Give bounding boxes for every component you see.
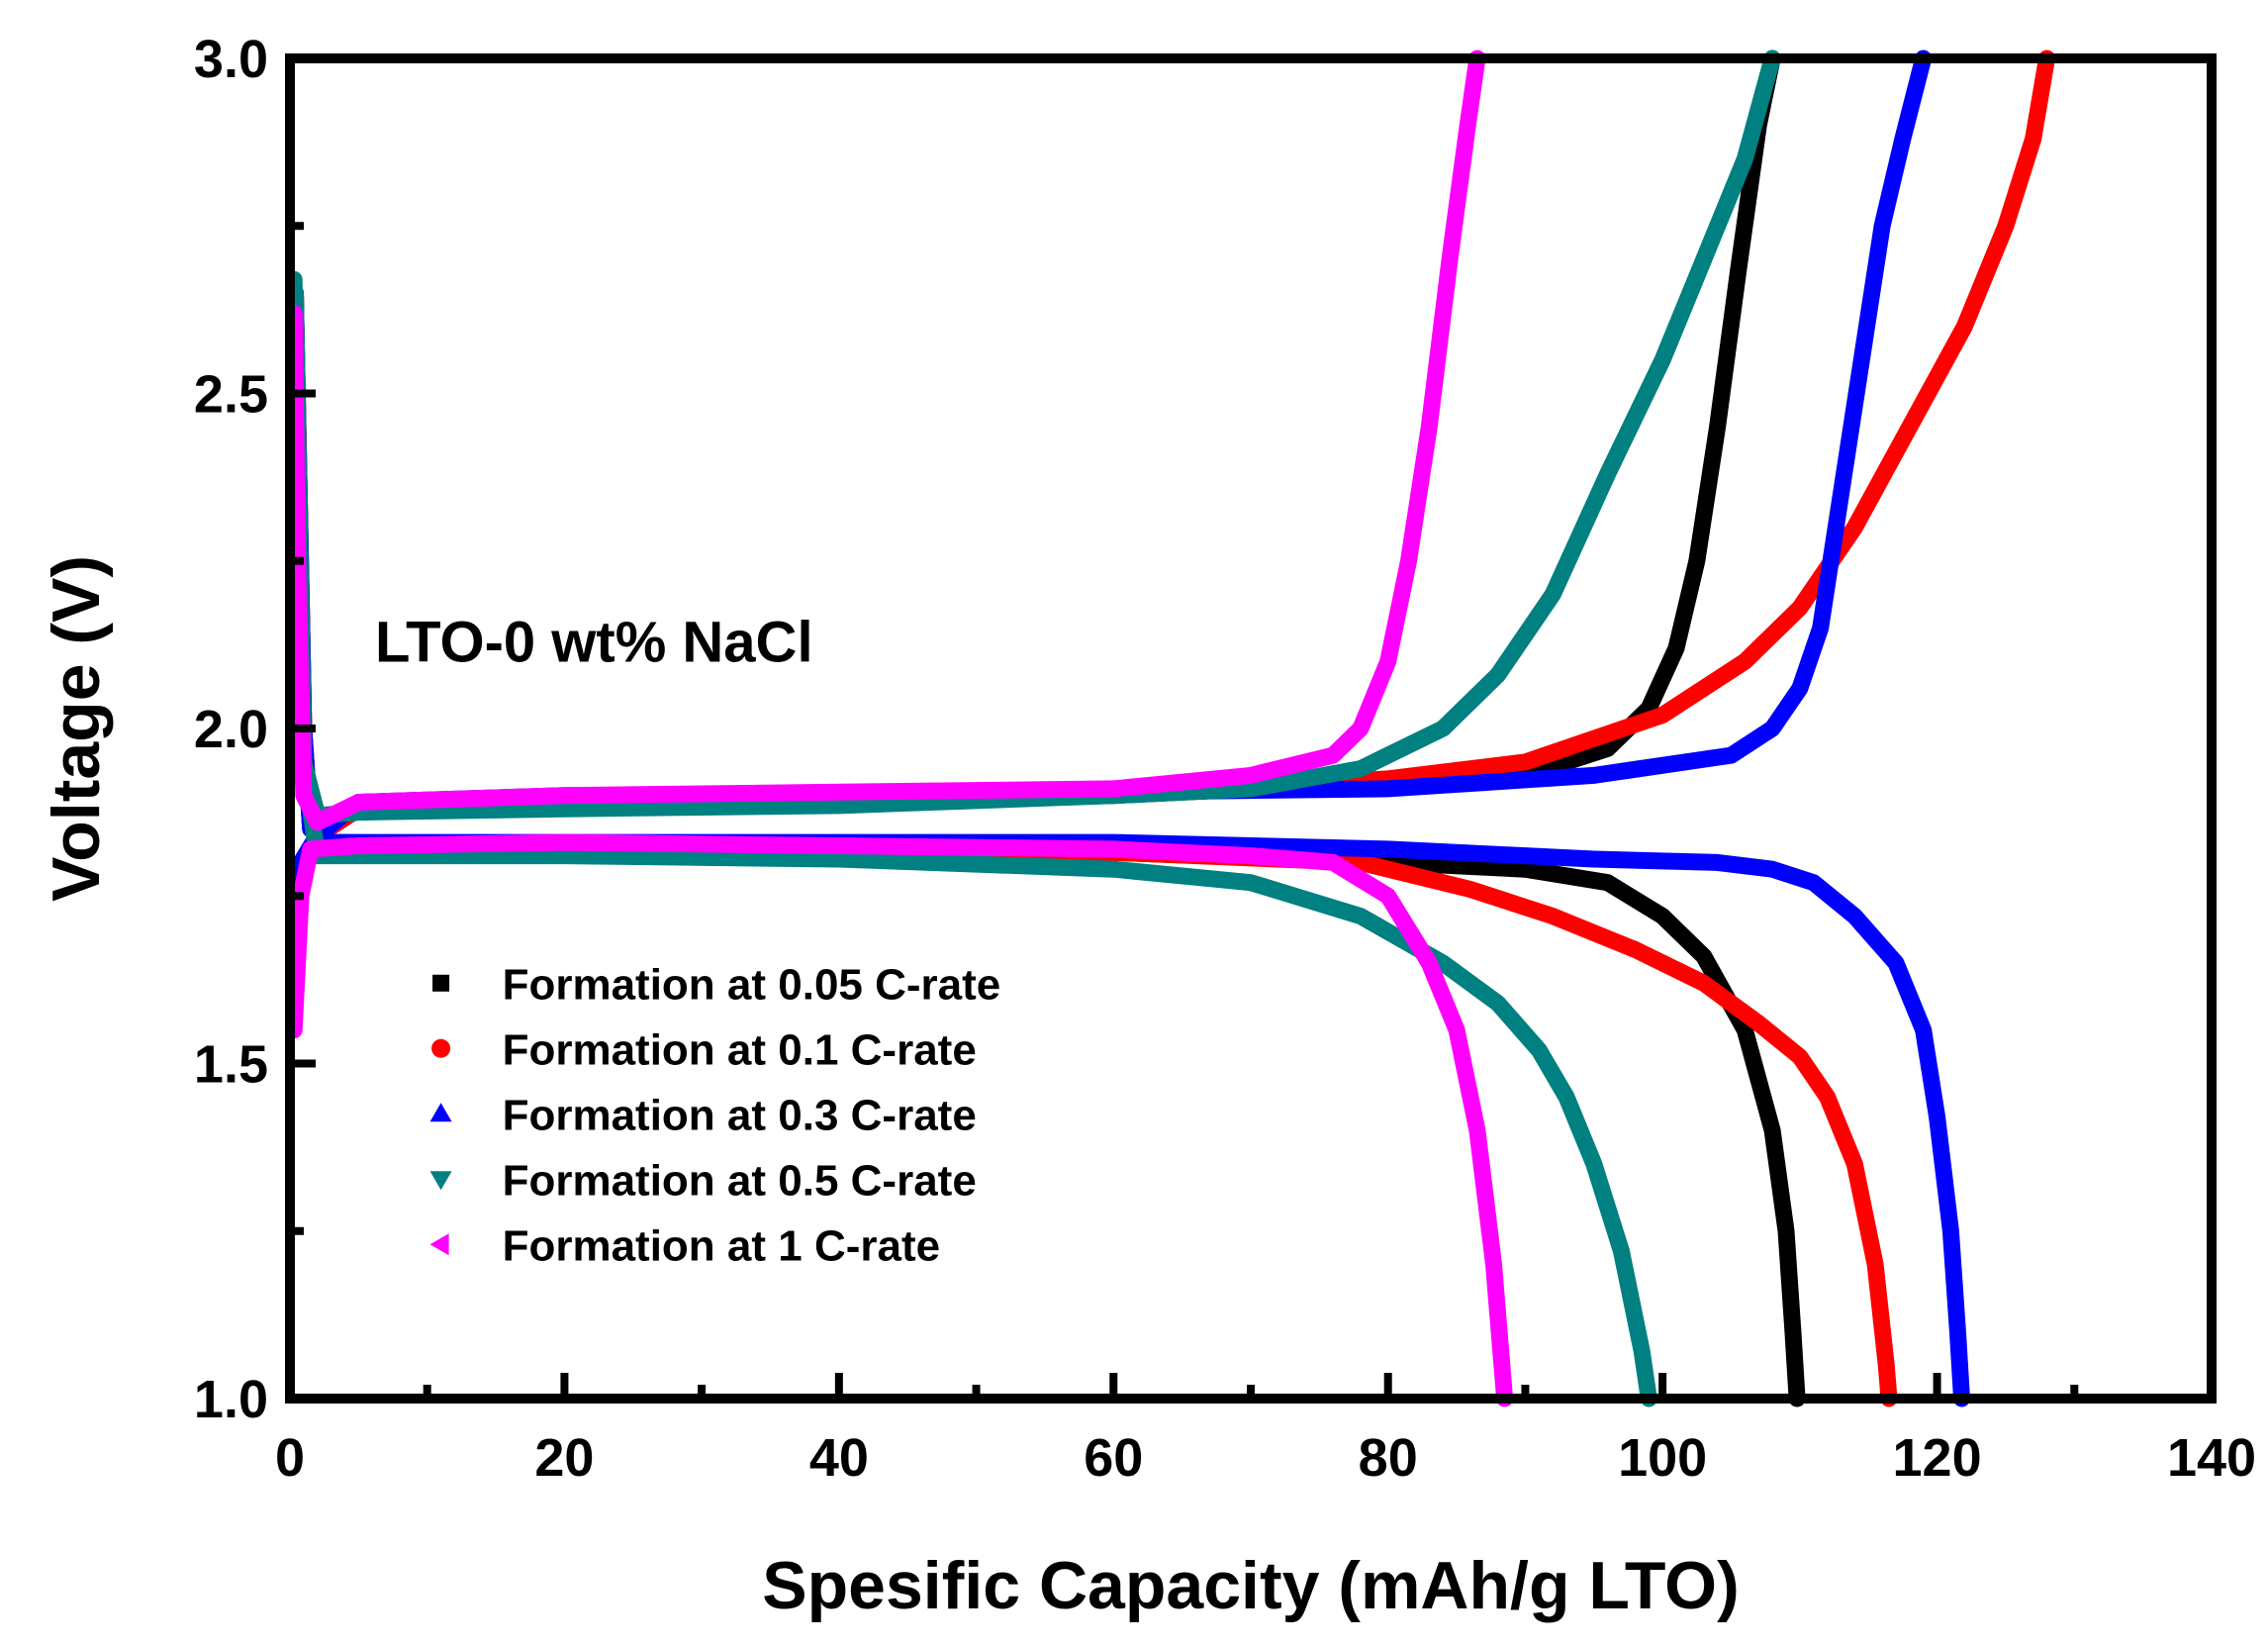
series-5-charge-curve	[285, 49, 1486, 831]
legend: Formation at 0.05 C-rate Formation at 0.1…	[429, 960, 1001, 1270]
legend-label-2: Formation at 0.1 C-rate	[503, 1025, 977, 1074]
legend-marker-1	[432, 974, 450, 992]
y-tick-label: 2.0	[194, 700, 268, 759]
legend-marker-5	[429, 1233, 449, 1256]
x-tick-label: 100	[1618, 1428, 1707, 1488]
legend-label-1: Formation at 0.05 C-rate	[503, 960, 1001, 1009]
series-4-discharge-curve	[287, 284, 1657, 1407]
y-axis-title: Voltage (V)	[39, 555, 114, 902]
x-tick-label: 80	[1359, 1428, 1418, 1488]
legend-marker-3	[429, 1103, 452, 1122]
y-tick-label: 2.5	[194, 365, 268, 425]
y-tick-label: 3.0	[194, 30, 268, 89]
x-tick-label: 20	[534, 1428, 594, 1488]
legend-label-3: Formation at 0.3 C-rate	[503, 1091, 977, 1139]
y-tick-label: 1.0	[194, 1370, 268, 1429]
x-tick-label: 120	[1893, 1428, 1982, 1488]
axis-tick-labels: 0 20 40 60 80 100 120 140 1.0 1.5 2.0 2.5 3.0	[194, 30, 2256, 1488]
sample-annotation: LTO-0 wt% NaCl	[375, 610, 813, 674]
x-tick-label: 140	[2167, 1428, 2256, 1488]
series-5	[285, 49, 1514, 1407]
legend-marker-4	[429, 1171, 452, 1191]
x-axis-title: Spesific Capacity (mAh/g LTO)	[762, 1548, 1739, 1623]
series-4-charge-curve	[285, 49, 1781, 824]
y-tick-label: 1.5	[194, 1035, 268, 1095]
series-layer	[285, 49, 2055, 1407]
legend-label-4: Formation at 0.5 C-rate	[503, 1156, 977, 1205]
legend-marker-2	[431, 1038, 451, 1058]
axis-ticks	[286, 54, 2216, 1403]
x-tick-label: 40	[809, 1428, 869, 1488]
series-5-discharge-curve	[285, 833, 1514, 1407]
legend-label-5: Formation at 1 C-rate	[503, 1221, 941, 1270]
x-tick-label: 60	[1084, 1428, 1143, 1488]
series-3-charge-curve	[285, 49, 1933, 1032]
x-tick-label: 0	[275, 1428, 305, 1488]
